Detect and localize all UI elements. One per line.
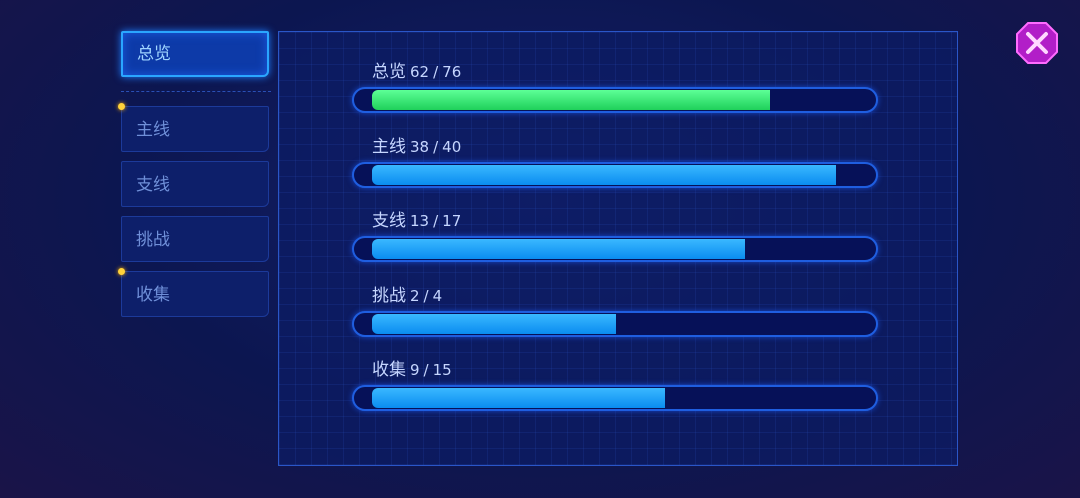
- row-label: 挑战 2/4: [372, 281, 446, 306]
- tab[interactable]: 挑战: [121, 216, 269, 262]
- label-text: /: [433, 63, 439, 81]
- label-text: 40: [442, 137, 462, 156]
- label-text: 76: [442, 63, 462, 81]
- label-text: 挑战: [372, 285, 406, 306]
- close-button[interactable]: [1016, 22, 1058, 64]
- label-text: /: [433, 137, 439, 156]
- bar-fill: [372, 239, 746, 259]
- bar-track: [372, 388, 860, 408]
- divider: [121, 91, 271, 92]
- row-label: 收集 9/15: [372, 355, 456, 380]
- label-text: 38: [410, 137, 430, 156]
- label-text: 支线: [372, 211, 406, 231]
- label-text: /: [433, 212, 439, 230]
- label-text: 9: [410, 361, 420, 379]
- row-label: 总览 62/76: [372, 57, 465, 82]
- label-text: 17: [442, 212, 462, 230]
- row-label: 支线 13/17: [372, 206, 465, 231]
- label-text: 13: [410, 212, 430, 230]
- label-text: 主线: [372, 136, 406, 157]
- bar-fill: [372, 90, 771, 110]
- badge: [118, 103, 125, 110]
- row-label: 主线 38/40: [372, 132, 465, 157]
- bar-track: [372, 239, 860, 259]
- label-text: 4: [432, 286, 443, 305]
- label-text: 15: [432, 361, 452, 379]
- tab[interactable]: 总览: [121, 31, 269, 77]
- bar-track: [372, 313, 860, 334]
- label-text: 62: [410, 63, 430, 81]
- tab[interactable]: 主线: [118, 103, 269, 152]
- label-text: 2: [410, 286, 420, 305]
- bar-track: [372, 90, 860, 110]
- tab[interactable]: 支线: [121, 161, 269, 207]
- badge: [118, 268, 125, 275]
- label-text: 收集: [372, 360, 406, 380]
- tab[interactable]: 收集: [118, 268, 269, 317]
- label-text: /: [423, 361, 429, 379]
- label-text: /: [423, 286, 429, 305]
- bar-fill: [372, 313, 616, 334]
- bar-track: [372, 164, 860, 185]
- bar-fill: [372, 388, 665, 408]
- label-text: 总览: [372, 62, 406, 82]
- bar-fill: [372, 164, 836, 185]
